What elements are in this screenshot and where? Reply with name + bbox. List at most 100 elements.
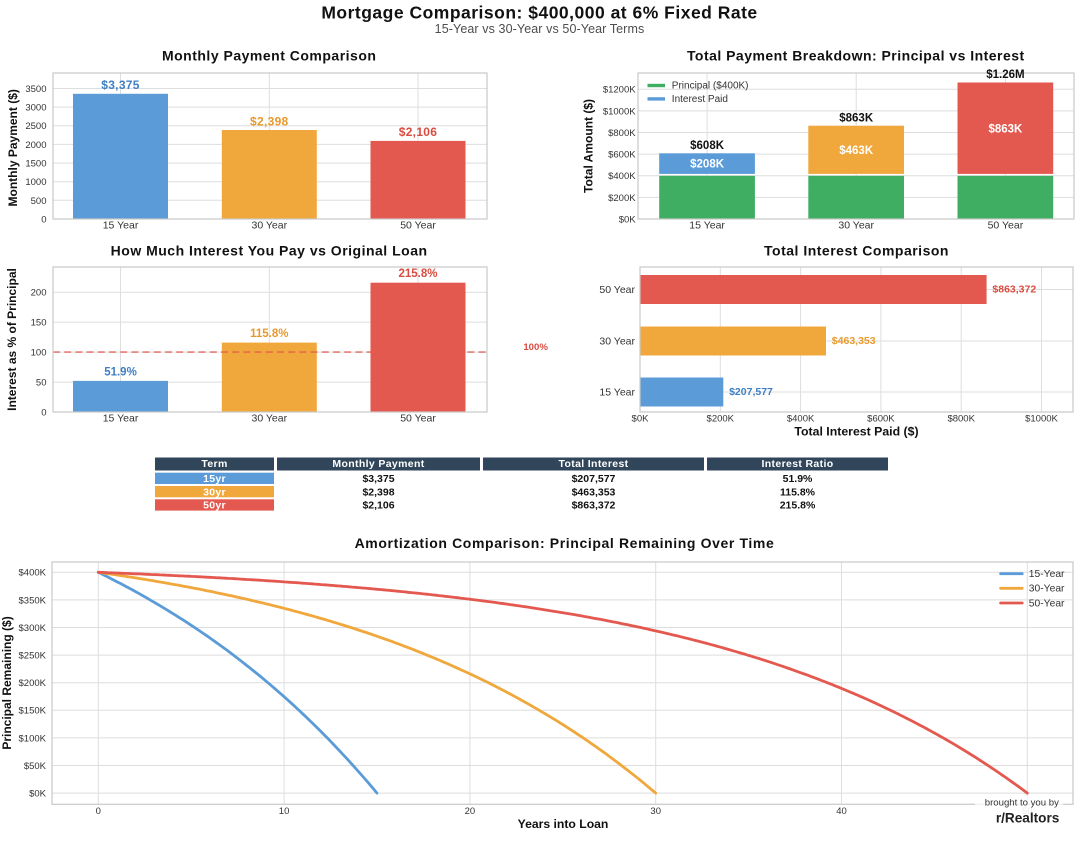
svg-text:2500: 2500 (25, 121, 46, 132)
svg-text:Mortgage Comparison: $400,000: Mortgage Comparison: $400,000 at 6% Fixe… (321, 2, 757, 22)
svg-text:200: 200 (31, 288, 47, 299)
svg-text:Total Interest Comparison: Total Interest Comparison (764, 243, 949, 259)
svg-text:215.8%: 215.8% (398, 268, 437, 280)
svg-text:30 Year: 30 Year (599, 336, 635, 348)
svg-text:$400K: $400K (608, 171, 636, 182)
svg-text:Interest Ratio: Interest Ratio (762, 458, 834, 470)
svg-text:$800K: $800K (947, 414, 975, 425)
svg-text:$350K: $350K (19, 595, 47, 606)
svg-text:$0K: $0K (632, 414, 650, 425)
svg-text:$150K: $150K (19, 706, 47, 717)
svg-text:Interest as % of Principal: Interest as % of Principal (5, 268, 19, 411)
svg-text:50 Year: 50 Year (400, 220, 436, 232)
svg-text:$3,375: $3,375 (101, 78, 140, 92)
svg-text:30 Year: 30 Year (251, 413, 287, 425)
svg-text:$207,577: $207,577 (572, 473, 616, 485)
svg-text:$208K: $208K (690, 159, 725, 171)
svg-text:Interest Paid: Interest Paid (672, 94, 728, 105)
svg-text:$863K: $863K (839, 112, 874, 124)
svg-text:15 Year: 15 Year (103, 220, 139, 232)
svg-text:50-Year: 50-Year (1029, 598, 1065, 609)
svg-text:$600K: $600K (867, 414, 895, 425)
svg-text:$400K: $400K (19, 568, 47, 579)
svg-text:$463,353: $463,353 (572, 486, 616, 498)
svg-text:$50K: $50K (24, 761, 47, 772)
svg-text:$800K: $800K (608, 128, 636, 139)
svg-text:Total Interest Paid ($): Total Interest Paid ($) (794, 425, 918, 439)
svg-text:50yr: 50yr (203, 500, 226, 512)
svg-text:Principal Remaining ($): Principal Remaining ($) (0, 616, 14, 749)
svg-text:$2,106: $2,106 (399, 125, 438, 139)
svg-text:Amortization Comparison: Princ: Amortization Comparison: Principal Remai… (355, 535, 775, 551)
svg-text:50 Year: 50 Year (400, 413, 436, 425)
svg-text:30 Year: 30 Year (838, 220, 874, 232)
svg-text:$207,577: $207,577 (729, 386, 773, 398)
svg-text:150: 150 (31, 318, 47, 329)
svg-text:$250K: $250K (19, 651, 47, 662)
svg-text:15 Year: 15 Year (689, 220, 725, 232)
svg-text:$863K: $863K (988, 123, 1023, 135)
svg-text:$3,375: $3,375 (362, 473, 394, 485)
svg-text:$863,372: $863,372 (572, 500, 616, 512)
svg-text:How Much Interest You Pay vs O: How Much Interest You Pay vs Original Lo… (111, 243, 428, 259)
svg-text:$2,398: $2,398 (250, 114, 289, 128)
svg-text:1500: 1500 (25, 159, 46, 170)
svg-text:20: 20 (465, 806, 476, 817)
svg-text:215.8%: 215.8% (780, 500, 816, 512)
svg-text:50 Year: 50 Year (988, 220, 1024, 232)
svg-text:$608K: $608K (690, 140, 725, 152)
svg-text:$400K: $400K (787, 414, 815, 425)
svg-text:$1.26M: $1.26M (986, 69, 1024, 81)
svg-text:$200K: $200K (19, 678, 47, 689)
svg-text:Total Interest: Total Interest (558, 458, 628, 470)
svg-text:115.8%: 115.8% (780, 486, 816, 498)
svg-text:Years into Loan: Years into Loan (518, 817, 609, 831)
svg-text:30 Year: 30 Year (251, 220, 287, 232)
svg-text:3000: 3000 (25, 103, 46, 114)
svg-text:50 Year: 50 Year (599, 284, 635, 296)
svg-text:0: 0 (41, 214, 46, 225)
svg-text:$1000K: $1000K (603, 106, 636, 117)
svg-text:$300K: $300K (19, 623, 47, 634)
svg-text:30yr: 30yr (203, 486, 226, 498)
svg-text:$0K: $0K (29, 789, 47, 800)
svg-text:50: 50 (36, 377, 47, 388)
svg-text:500: 500 (31, 196, 47, 207)
svg-text:30-Year: 30-Year (1029, 584, 1065, 595)
svg-text:Principal ($400K): Principal ($400K) (672, 81, 749, 92)
svg-text:brought to you by: brought to you by (985, 798, 1059, 809)
svg-text:Total Amount ($): Total Amount ($) (582, 99, 596, 193)
svg-text:15yr: 15yr (203, 473, 226, 485)
svg-text:15 Year: 15 Year (599, 387, 635, 399)
svg-text:r/Realtors: r/Realtors (996, 811, 1059, 826)
svg-text:30: 30 (650, 806, 661, 817)
svg-text:$600K: $600K (608, 150, 636, 161)
svg-text:0: 0 (41, 407, 46, 418)
svg-text:Monthly Payment: Monthly Payment (332, 458, 424, 470)
svg-text:10: 10 (279, 806, 290, 817)
svg-text:Term: Term (201, 458, 227, 470)
svg-text:Total Payment Breakdown: Princ: Total Payment Breakdown: Principal vs In… (687, 48, 1025, 64)
svg-text:51.9%: 51.9% (104, 366, 137, 378)
svg-text:3500: 3500 (25, 84, 46, 95)
svg-text:Monthly Payment Comparison: Monthly Payment Comparison (162, 48, 376, 64)
svg-text:0: 0 (96, 806, 101, 817)
svg-text:$100K: $100K (19, 733, 47, 744)
svg-text:$463,353: $463,353 (832, 335, 876, 347)
svg-text:15 Year: 15 Year (103, 413, 139, 425)
svg-text:115.8%: 115.8% (250, 328, 288, 340)
svg-text:51.9%: 51.9% (783, 473, 813, 485)
svg-text:1000: 1000 (25, 177, 46, 188)
svg-text:$1200K: $1200K (603, 85, 636, 96)
svg-text:100: 100 (31, 348, 47, 359)
svg-text:15-Year vs 30-Year vs 50-Year: 15-Year vs 30-Year vs 50-Year Terms (435, 22, 645, 36)
svg-text:Monthly Payment ($): Monthly Payment ($) (6, 89, 20, 206)
svg-text:$0K: $0K (619, 214, 637, 225)
svg-text:$2,106: $2,106 (362, 500, 394, 512)
svg-text:$200K: $200K (707, 414, 735, 425)
svg-text:40: 40 (836, 806, 847, 817)
svg-text:100%: 100% (523, 342, 548, 353)
svg-text:2000: 2000 (25, 140, 46, 151)
svg-text:$863,372: $863,372 (992, 284, 1036, 296)
svg-text:$1000K: $1000K (1025, 414, 1058, 425)
